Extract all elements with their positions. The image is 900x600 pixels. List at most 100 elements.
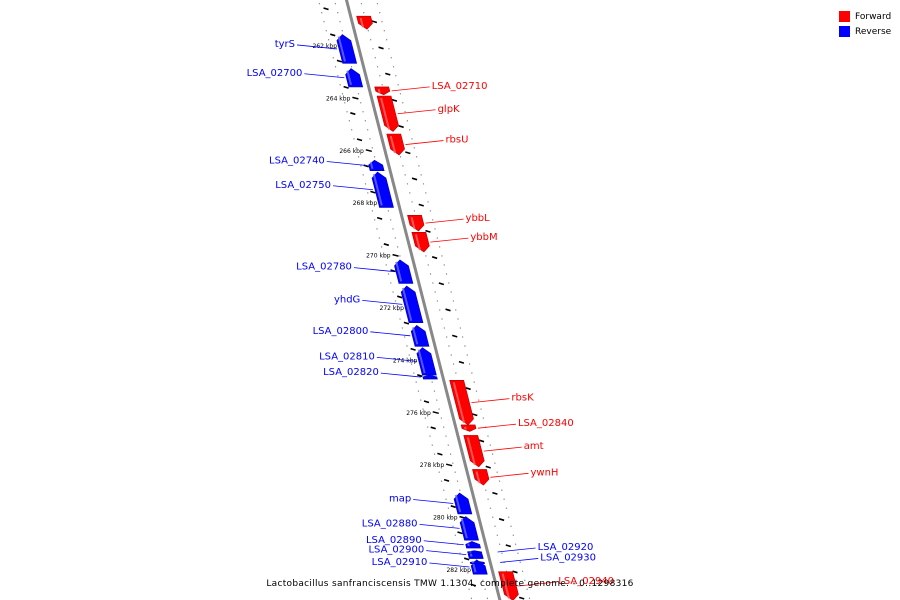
feature-dash <box>423 400 430 404</box>
gene-label: ybbL <box>466 213 491 224</box>
feature-dash <box>437 452 443 456</box>
gene-leader-line <box>376 356 417 362</box>
legend-label-reverse: Reverse <box>855 26 892 37</box>
feature-dash <box>417 374 423 378</box>
feature-dash <box>398 125 404 129</box>
gene-arrow-reverse <box>465 541 481 549</box>
gene-leader-line <box>304 73 345 79</box>
feature-dash <box>485 465 491 469</box>
feature-dash <box>425 229 431 233</box>
gene-arrow-shade <box>337 36 346 62</box>
gene-leader-line <box>497 547 536 553</box>
gene-label: rbsK <box>511 393 534 404</box>
scale-label: 270 kbp <box>366 253 391 260</box>
feature-dash <box>383 243 390 247</box>
gene-arrow-forward <box>356 15 373 30</box>
feature-dash <box>458 360 465 364</box>
feature-dash <box>410 347 416 351</box>
feature-dash <box>505 544 512 548</box>
scale-label: 274 kbp <box>393 357 418 364</box>
gene-label: LSA_02930 <box>540 552 596 563</box>
gene-arrow-forward <box>374 86 391 96</box>
gene-leader-line <box>518 581 557 587</box>
feature-dash <box>498 518 505 522</box>
gene-label: ybbM <box>470 232 497 243</box>
feature-dash <box>512 570 518 574</box>
feature-dash <box>411 177 418 181</box>
gene-arrow-reverse <box>400 285 424 324</box>
gene-label: LSA_02940 <box>558 576 614 587</box>
forward-swatch <box>839 11 850 22</box>
scale-label: 272 kbp <box>380 305 405 312</box>
gene-arrow-shade <box>467 543 470 547</box>
gene-arrow-shade <box>414 234 421 251</box>
gene-leader-line <box>425 218 464 224</box>
gene-leader-line <box>332 185 374 191</box>
feature-dash <box>518 596 525 600</box>
feature-dash <box>403 321 410 325</box>
feature-dash <box>396 295 403 299</box>
gene-label: LSA_02740 <box>269 156 325 167</box>
gene-arrow-shade <box>372 173 383 206</box>
feature-dash <box>430 426 436 430</box>
scale-tick <box>445 463 453 467</box>
feature-dash <box>472 413 478 417</box>
gene-leader-line <box>429 562 470 568</box>
legend-label-forward: Forward <box>855 11 892 22</box>
feature-dash <box>431 256 438 260</box>
gene-label: LSA_02820 <box>323 367 379 378</box>
feature-dash <box>450 505 457 509</box>
gene-arrow-forward <box>407 215 425 232</box>
feature-dash <box>451 334 458 338</box>
gene-arrow-shade <box>380 97 391 130</box>
scale-label: 264 kbp <box>326 95 351 102</box>
scale-label: 282 kbp <box>446 567 471 574</box>
genome-backbone <box>344 0 502 600</box>
gene-arrow-shade <box>359 17 364 28</box>
feature-dash <box>418 203 424 207</box>
feature-dash <box>350 112 356 116</box>
scale-label: 262 kbp <box>313 43 338 50</box>
gene-arrow-shade <box>389 135 397 154</box>
feature-dash <box>445 308 451 312</box>
gene-leader-line <box>430 237 469 243</box>
scale-label: 266 kbp <box>339 148 364 155</box>
scale-tick <box>352 96 359 100</box>
scale-tick <box>392 253 399 257</box>
gene-leader-line <box>353 267 394 273</box>
genome-caption: Lactobacillus sanfranciscensis TMW 1.130… <box>266 579 634 589</box>
feature-dash <box>391 98 398 102</box>
gene-arrow-reverse <box>336 34 358 64</box>
gene-leader-line <box>477 423 516 429</box>
feature-dash <box>470 583 477 587</box>
feature-dash <box>492 491 498 495</box>
gene-arrow-shade <box>377 88 381 94</box>
gene-label: LSA_02780 <box>296 262 352 273</box>
scale-label: 268 kbp <box>353 200 378 207</box>
gene-leader-line <box>490 472 529 478</box>
gene-label: LSA_02890 <box>366 535 422 546</box>
gene-leader-line <box>405 140 444 145</box>
legend: Forward Reverse <box>839 9 891 39</box>
gene-leader-line <box>296 44 338 50</box>
gene-arrow-shade <box>452 382 466 424</box>
gene-label: LSA_02910 <box>372 557 428 568</box>
feature-dash <box>443 478 450 482</box>
scale-label: 280 kbp <box>433 515 458 522</box>
feature-dash <box>356 138 363 142</box>
feature-dash <box>385 72 391 76</box>
gene-arrow-shade <box>464 426 467 430</box>
gene-label: rbsU <box>445 135 468 146</box>
gene-label: LSA_02810 <box>319 351 375 362</box>
feature-dash <box>343 85 349 89</box>
gene-leader-line <box>362 299 403 305</box>
gene-arrow-shade <box>369 162 374 170</box>
feature-dash <box>336 59 343 63</box>
feature-dash <box>478 439 485 443</box>
gene-label: ywnH <box>530 467 558 478</box>
gene-arrow-shade <box>454 494 462 513</box>
reverse-swatch <box>839 26 850 37</box>
gene-leader-line <box>483 446 522 452</box>
gene-arrow-shade <box>411 327 419 345</box>
feature-dash <box>378 46 384 50</box>
